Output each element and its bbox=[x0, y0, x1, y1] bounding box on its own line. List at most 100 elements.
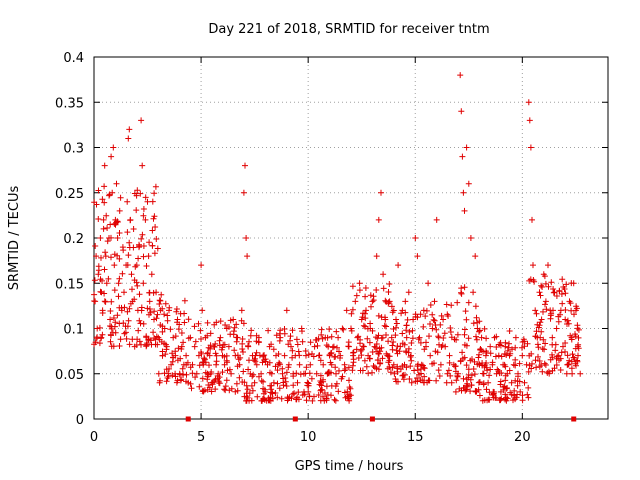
background-point bbox=[457, 358, 464, 365]
background-point bbox=[333, 328, 340, 335]
data-point bbox=[159, 352, 166, 359]
background-point bbox=[511, 387, 518, 394]
background-point bbox=[126, 341, 133, 348]
background-point bbox=[547, 312, 554, 319]
background-point bbox=[347, 385, 354, 392]
background-point bbox=[156, 301, 163, 307]
data-point bbox=[228, 370, 235, 377]
background-point bbox=[566, 357, 573, 364]
background-point bbox=[119, 270, 126, 277]
background-point bbox=[198, 349, 204, 356]
background-point bbox=[406, 328, 413, 335]
background-point bbox=[107, 323, 113, 329]
background-point bbox=[407, 363, 414, 370]
background-point bbox=[284, 394, 291, 401]
background-point bbox=[212, 386, 219, 393]
data-point bbox=[296, 361, 303, 368]
background-point bbox=[129, 286, 135, 293]
background-point bbox=[525, 384, 532, 391]
data-point bbox=[386, 298, 393, 305]
data-point bbox=[163, 343, 170, 350]
background-point bbox=[556, 288, 563, 295]
background-point bbox=[163, 378, 170, 385]
background-point bbox=[496, 396, 503, 403]
background-point bbox=[197, 327, 204, 334]
background-point bbox=[398, 310, 405, 317]
background-point bbox=[562, 290, 569, 297]
data-point bbox=[134, 307, 141, 314]
data-point bbox=[440, 316, 447, 323]
data-point bbox=[94, 325, 101, 332]
background-point bbox=[185, 316, 192, 323]
background-point bbox=[212, 340, 219, 347]
background-point bbox=[152, 183, 159, 190]
data-point bbox=[236, 361, 243, 368]
background-point bbox=[419, 377, 426, 384]
background-point bbox=[100, 225, 107, 232]
background-point bbox=[361, 357, 368, 364]
data-point bbox=[247, 370, 254, 377]
background-point bbox=[529, 360, 535, 367]
background-point bbox=[314, 342, 321, 349]
background-point bbox=[427, 321, 433, 327]
background-point bbox=[470, 366, 477, 372]
background-point bbox=[158, 338, 165, 345]
background-point bbox=[519, 397, 526, 404]
data-point bbox=[538, 316, 545, 323]
background-point bbox=[486, 389, 493, 396]
background-point bbox=[114, 252, 121, 259]
data-point bbox=[219, 352, 226, 359]
data-point bbox=[260, 352, 267, 359]
background-point bbox=[426, 333, 432, 340]
background-point bbox=[282, 375, 289, 381]
background-point bbox=[231, 324, 238, 331]
data-point bbox=[245, 343, 252, 350]
background-point bbox=[246, 338, 252, 345]
background-point bbox=[565, 320, 572, 327]
background-point bbox=[447, 329, 454, 335]
background-point bbox=[178, 330, 185, 336]
data-point bbox=[166, 307, 172, 314]
data-point bbox=[564, 361, 571, 368]
background-point bbox=[124, 323, 131, 330]
data-point bbox=[277, 334, 284, 341]
background-point bbox=[135, 255, 142, 262]
background-point bbox=[536, 322, 543, 329]
background-point bbox=[379, 355, 386, 362]
background-point bbox=[244, 386, 251, 393]
data-point bbox=[328, 361, 335, 368]
background-point bbox=[393, 320, 400, 327]
background-point bbox=[414, 363, 421, 370]
background-point bbox=[393, 347, 400, 354]
background-point bbox=[125, 252, 132, 259]
background-point bbox=[540, 336, 547, 343]
background-point bbox=[356, 287, 363, 294]
background-point bbox=[305, 382, 312, 389]
background-point bbox=[563, 370, 570, 377]
background-point bbox=[332, 364, 339, 371]
background-point bbox=[560, 284, 567, 290]
background-point bbox=[524, 391, 531, 398]
background-point bbox=[207, 330, 214, 337]
data-point bbox=[380, 271, 387, 278]
background-point bbox=[471, 358, 478, 365]
background-point bbox=[164, 317, 171, 324]
data-point bbox=[97, 235, 104, 241]
background-point bbox=[447, 325, 454, 331]
background-point bbox=[492, 353, 499, 360]
background-point bbox=[414, 375, 420, 382]
background-point bbox=[534, 341, 541, 348]
background-point bbox=[283, 369, 290, 376]
background-point bbox=[559, 276, 566, 283]
background-point bbox=[91, 291, 98, 298]
background-point bbox=[188, 385, 195, 392]
background-point bbox=[575, 334, 582, 341]
data-point bbox=[121, 289, 127, 296]
background-point bbox=[370, 363, 377, 369]
background-point bbox=[349, 306, 356, 313]
background-point bbox=[367, 292, 374, 299]
data-point bbox=[545, 262, 551, 269]
data-point bbox=[206, 352, 213, 359]
background-point bbox=[464, 383, 471, 390]
data-point bbox=[102, 253, 109, 260]
